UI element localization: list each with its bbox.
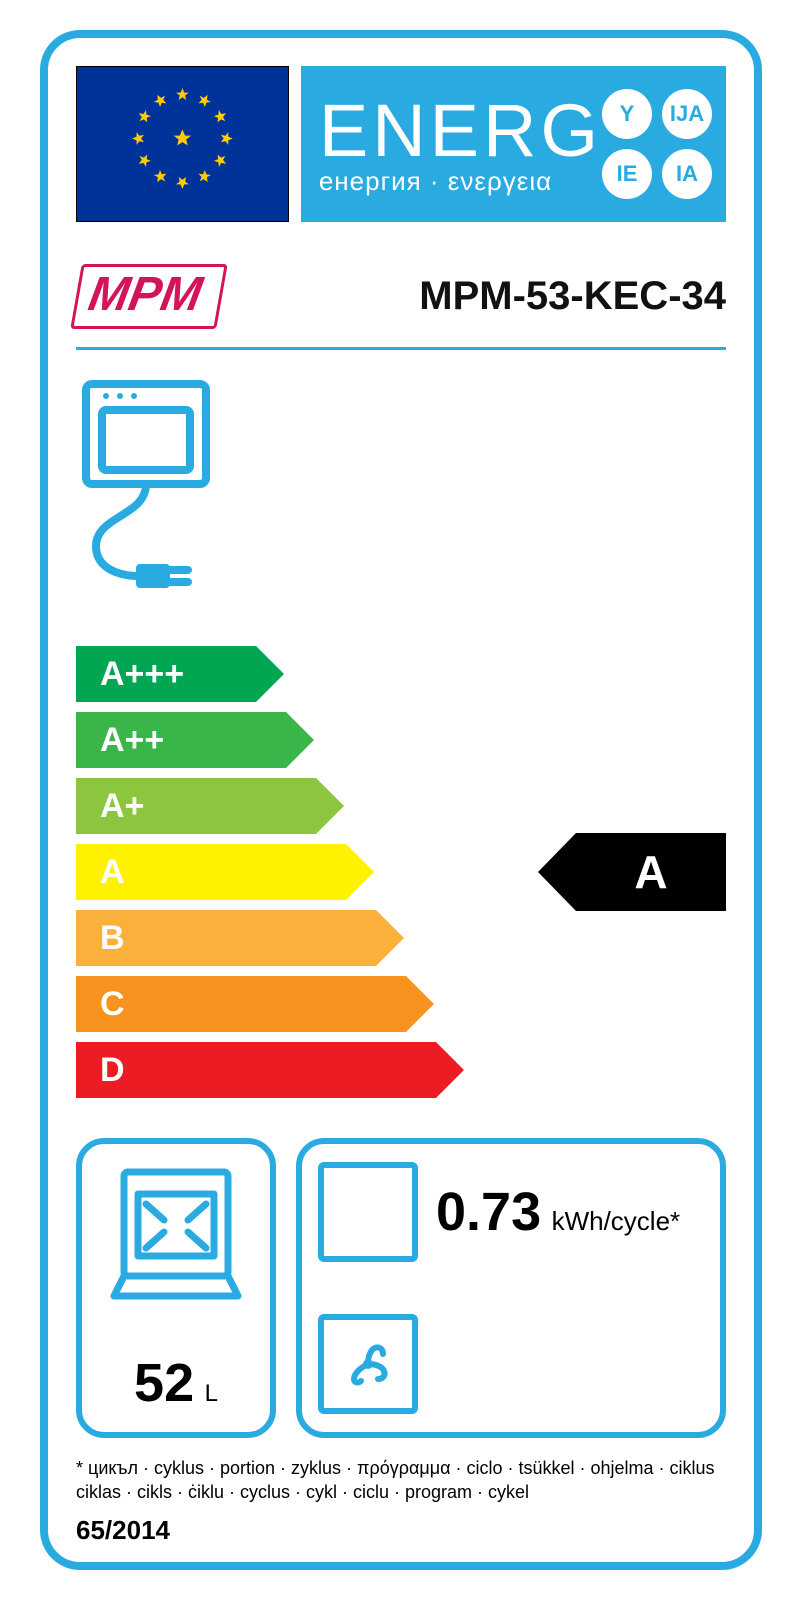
- conventional-heat-icon: [318, 1162, 418, 1262]
- consumption-panel: 0.73 kWh/cycle*: [296, 1138, 726, 1438]
- efficiency-bar-label: A++: [100, 721, 164, 760]
- model-number: MPM-53-KEC-34: [419, 274, 726, 319]
- efficiency-bar: A++: [76, 712, 286, 768]
- efficiency-bar: A+: [76, 778, 316, 834]
- efficiency-bar-row: C: [76, 976, 726, 1032]
- efficiency-bar: D: [76, 1042, 436, 1098]
- efficiency-bar: A: [76, 844, 346, 900]
- regulation-number: 65/2014: [76, 1515, 726, 1546]
- efficiency-scale: A+++A++A+ABCD A: [76, 646, 726, 1098]
- efficiency-bar: C: [76, 976, 406, 1032]
- efficiency-bar-row: D: [76, 1042, 726, 1098]
- lang-badge: IA: [662, 149, 712, 199]
- bottom-panels: 52 L 0.73 kWh/cycle*: [76, 1138, 726, 1438]
- lang-badge: IJA: [662, 89, 712, 139]
- efficiency-bar-label: A: [100, 853, 125, 892]
- efficiency-bar-label: D: [100, 1051, 125, 1090]
- efficiency-bar-label: B: [100, 919, 125, 958]
- energy-banner: ENERG енергия · ενεργεια Y IJA IE IA: [301, 66, 726, 222]
- efficiency-bar-row: A+: [76, 778, 726, 834]
- lang-badge: IE: [602, 149, 652, 199]
- consumption-unit: kWh/cycle*: [552, 1206, 681, 1236]
- efficiency-bar: B: [76, 910, 376, 966]
- efficiency-bar-label: A+: [100, 787, 144, 826]
- efficiency-bar-label: C: [100, 985, 125, 1024]
- rating-pointer: A: [576, 833, 726, 911]
- cycle-footnote: * цикъл · cyklus · portion · zyklus · πρ…: [76, 1456, 726, 1505]
- divider: [76, 347, 726, 350]
- volume-value-row: 52 L: [134, 1352, 218, 1414]
- efficiency-bar-row: B: [76, 910, 726, 966]
- efficiency-bar-label: A+++: [100, 655, 184, 694]
- lang-badges: Y IJA IE IA: [602, 89, 712, 199]
- lang-badge: Y: [602, 89, 652, 139]
- volume-unit: L: [205, 1380, 218, 1407]
- efficiency-bar: A+++: [76, 646, 256, 702]
- fan-heat-icon: [318, 1314, 418, 1414]
- efficiency-bar-row: A++: [76, 712, 726, 768]
- consumption-value-row: 0.73 kWh/cycle*: [436, 1181, 680, 1243]
- volume-panel: 52 L: [76, 1138, 276, 1438]
- energy-title: ENERG: [319, 94, 602, 168]
- efficiency-bar-row: A+++: [76, 646, 726, 702]
- eu-flag-icon: [76, 66, 289, 222]
- rating-label: A: [634, 845, 667, 899]
- oven-plug-icon: [76, 376, 726, 606]
- energy-title-block: ENERG енергия · ενεργεια: [319, 94, 602, 194]
- brand-row: MPM MPM-53-KEC-34: [76, 264, 726, 329]
- header-row: ENERG енергия · ενεργεια Y IJA IE IA: [76, 66, 726, 226]
- consumption-value: 0.73: [436, 1182, 541, 1242]
- oven-volume-icon: [106, 1162, 246, 1312]
- volume-value: 52: [134, 1353, 194, 1413]
- fan-row: [318, 1314, 704, 1414]
- brand-logo: MPM: [70, 264, 227, 329]
- energy-label-card: ENERG енергия · ενεργεια Y IJA IE IA MPM…: [40, 30, 762, 1570]
- conventional-row: 0.73 kWh/cycle*: [318, 1162, 704, 1262]
- rating-arrow: A: [576, 833, 726, 911]
